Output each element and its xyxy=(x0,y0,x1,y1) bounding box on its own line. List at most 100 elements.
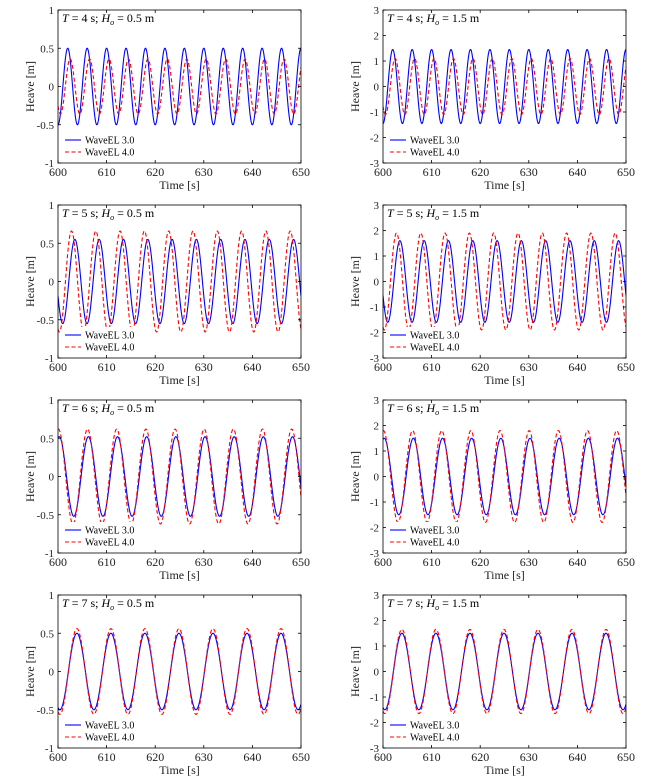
legend-box xyxy=(62,522,140,549)
legend-label-waveel-3: WaveEL 3.0 xyxy=(85,526,134,537)
x-tick-label: 620 xyxy=(471,750,489,764)
x-tick-label: 650 xyxy=(292,555,310,569)
series-group xyxy=(58,628,301,715)
x-axis-label: Time [s] xyxy=(484,763,525,777)
x-tick-label: 650 xyxy=(617,165,635,179)
x-tick-label: 620 xyxy=(471,555,489,569)
y-tick-label: 0 xyxy=(374,472,380,484)
y-tick-label: -2 xyxy=(370,523,379,535)
legend-box xyxy=(62,717,140,744)
x-tick-label: 620 xyxy=(146,750,164,764)
x-axis-label: Time [s] xyxy=(159,373,200,387)
y-tick-label: 0 xyxy=(49,277,55,289)
y-tick-label: -1 xyxy=(370,692,379,704)
chart-panel-t4-h15: 600 610 620 630 640 650 -3 -2 -1 0 1 2 3 Time [s] Heav… xyxy=(348,5,635,192)
y-tick-label: 0 xyxy=(49,472,55,484)
y-axis-label: Heave [m] xyxy=(23,646,37,697)
y-axis-label: Heave [m] xyxy=(23,256,37,307)
x-tick-label: 640 xyxy=(243,750,261,764)
y-tick-label: 0 xyxy=(374,277,380,289)
x-tick-label: 610 xyxy=(98,165,116,179)
legend-box xyxy=(62,132,140,159)
series-group xyxy=(383,430,626,523)
legend-label-waveel-3: WaveEL 3.0 xyxy=(410,331,459,342)
panel-annotation: T = 4 s; Ho = 1.5 m xyxy=(387,11,480,27)
y-tick-label: -2 xyxy=(370,133,379,145)
y-tick-label: 0 xyxy=(374,82,380,94)
x-tick-label: 650 xyxy=(617,555,635,569)
y-tick-label: 1 xyxy=(374,251,380,263)
legend-box xyxy=(387,132,465,159)
series-line-waveel-4 xyxy=(58,428,301,525)
legend-label-waveel-4: WaveEL 4.0 xyxy=(410,343,459,354)
y-tick-label: 0.5 xyxy=(40,43,54,55)
y-tick-label: -0.5 xyxy=(37,315,55,327)
x-tick-label: 640 xyxy=(568,555,586,569)
x-tick-label: 600 xyxy=(49,555,67,569)
y-tick-label: -1 xyxy=(45,158,54,170)
legend-box xyxy=(387,717,465,744)
x-tick-label: 630 xyxy=(520,360,538,374)
x-tick-label: 640 xyxy=(243,165,261,179)
y-tick-label: 2 xyxy=(374,421,380,433)
x-tick-label: 640 xyxy=(568,750,586,764)
series-line-waveel-4 xyxy=(58,58,301,115)
x-tick-label: 610 xyxy=(98,555,116,569)
panel-annotation: T = 4 s; Ho = 0.5 m xyxy=(62,11,155,27)
x-axis-label: Time [s] xyxy=(159,178,200,192)
x-tick-label: 610 xyxy=(423,360,441,374)
y-axis-label: Heave [m] xyxy=(348,646,362,697)
panel-annotation: T = 6 s; Ho = 0.5 m xyxy=(62,401,155,417)
y-tick-label: 0.5 xyxy=(40,238,54,250)
panel-annotation: T = 6 s; Ho = 1.5 m xyxy=(387,401,480,417)
x-tick-label: 650 xyxy=(617,750,635,764)
y-tick-label: -2 xyxy=(370,718,379,730)
y-tick-label: 0 xyxy=(374,667,380,679)
legend-label-waveel-3: WaveEL 3.0 xyxy=(410,136,459,147)
legend-label-waveel-4: WaveEL 4.0 xyxy=(410,148,459,159)
x-tick-label: 640 xyxy=(243,555,261,569)
y-tick-label: 1 xyxy=(374,446,380,458)
y-axis-label: Heave [m] xyxy=(23,451,37,502)
legend-label-waveel-4: WaveEL 4.0 xyxy=(410,538,459,549)
y-tick-label: 0.5 xyxy=(40,433,54,445)
series-line-waveel-4 xyxy=(58,230,301,333)
y-tick-label: 1 xyxy=(374,56,380,68)
x-tick-label: 650 xyxy=(617,360,635,374)
x-tick-label: 630 xyxy=(520,555,538,569)
y-tick-label: -0.5 xyxy=(37,120,55,132)
legend-label-waveel-4: WaveEL 4.0 xyxy=(85,148,134,159)
x-tick-label: 620 xyxy=(471,360,489,374)
y-axis-label: Heave [m] xyxy=(348,451,362,502)
y-tick-label: 2 xyxy=(374,31,380,43)
legend-box xyxy=(62,327,140,354)
panel-annotation: T = 7 s; Ho = 0.5 m xyxy=(62,596,155,612)
chart-panel-t6-h15: 600 610 620 630 640 650 -3 -2 -1 0 1 2 3 Time [s] Heav… xyxy=(348,395,635,582)
x-tick-label: 630 xyxy=(520,165,538,179)
y-tick-label: -3 xyxy=(370,158,380,170)
series-line-waveel-4 xyxy=(383,628,626,715)
chart-panel-t5-h05: 600 610 620 630 640 650 -1 -0.5 0 0.5 1 Time [s] Hea… xyxy=(23,200,310,387)
y-tick-label: -3 xyxy=(370,353,380,365)
x-tick-label: 620 xyxy=(146,360,164,374)
y-tick-label: 2 xyxy=(374,226,380,238)
series-group xyxy=(383,48,626,125)
legend-label-waveel-4: WaveEL 4.0 xyxy=(85,343,134,354)
x-tick-label: 610 xyxy=(423,555,441,569)
x-tick-label: 620 xyxy=(146,555,164,569)
chart-panel-t5-h15: 600 610 620 630 640 650 -3 -2 -1 0 1 2 3 Time [s] Heav… xyxy=(348,200,635,387)
x-tick-label: 600 xyxy=(49,165,67,179)
y-tick-label: 0.5 xyxy=(40,628,54,640)
y-tick-label: 1 xyxy=(49,200,55,212)
x-tick-label: 650 xyxy=(292,360,310,374)
y-tick-label: -3 xyxy=(370,548,380,560)
legend-box xyxy=(387,522,465,549)
y-tick-label: -1 xyxy=(370,107,379,119)
y-tick-label: 3 xyxy=(374,200,380,212)
